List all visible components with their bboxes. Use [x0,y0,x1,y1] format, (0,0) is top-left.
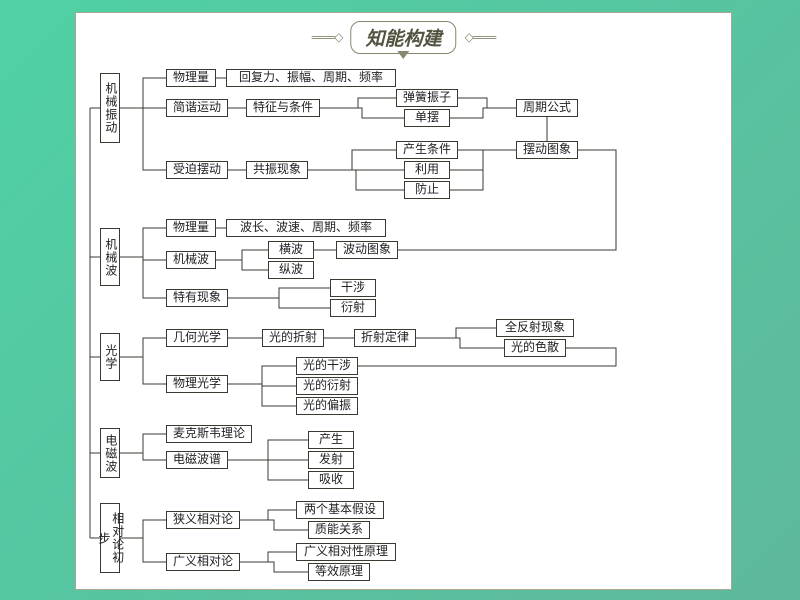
node-n16: 机械波 [166,251,216,269]
title-banner: ═══◇ 知能构建 ◇═══ [312,21,495,54]
node-n9: 共振现象 [246,161,308,179]
node-r3: 光学 [100,333,120,381]
node-r4: 电磁波 [100,428,120,478]
node-n13: 摆动图象 [516,141,578,159]
node-n33: 电磁波谱 [166,451,228,469]
node-n30: 光的衍射 [296,377,358,395]
node-n40: 广义相对论 [166,553,240,571]
node-n20: 特有现象 [166,289,228,307]
title-arrow [397,51,409,59]
node-n34: 产生 [308,431,354,449]
node-n10: 产生条件 [396,141,458,159]
node-r5: 相对论初步 [100,503,120,573]
node-n15: 波长、波速、周期、频率 [226,219,386,237]
node-n38: 两个基本假设 [296,501,384,519]
node-n2: 回复力、振幅、周期、频率 [226,69,396,87]
node-n6: 单摆 [404,109,450,127]
node-n19: 波动图象 [336,241,398,259]
node-n27: 光的色散 [504,339,566,357]
node-n24: 光的折射 [262,329,324,347]
node-n39: 质能关系 [308,521,370,539]
node-n31: 光的偏振 [296,397,358,415]
node-n23: 几何光学 [166,329,228,347]
node-r2: 机械波 [100,228,120,286]
node-n22: 衍射 [330,299,376,317]
node-n29: 光的干涉 [296,357,358,375]
node-n1: 物理量 [166,69,216,87]
decor-right: ◇═══ [465,30,496,45]
concept-map-frame: ═══◇ 知能构建 ◇═══ 机械振动机械波光学电磁波相对论初步物理量回复力、振… [75,12,732,590]
node-n17: 横波 [268,241,314,259]
node-n37: 狭义相对论 [166,511,240,529]
node-n35: 发射 [308,451,354,469]
node-n41: 广义相对性原理 [296,543,396,561]
node-n36: 吸收 [308,471,354,489]
node-n8: 受迫摆动 [166,161,228,179]
page-title: 知能构建 [350,21,456,54]
node-n21: 干涉 [330,279,376,297]
node-n4: 特征与条件 [246,99,320,117]
node-n12: 防止 [404,181,450,199]
decor-left: ═══◇ [312,30,343,45]
node-n7: 周期公式 [516,99,578,117]
node-n28: 物理光学 [166,375,228,393]
node-n18: 纵波 [268,261,314,279]
node-n26: 全反射现象 [496,319,574,337]
node-n5: 弹簧振子 [396,89,458,107]
node-r1: 机械振动 [100,73,120,143]
node-n3: 简谐运动 [166,99,228,117]
node-n42: 等效原理 [308,563,370,581]
node-n25: 折射定律 [354,329,416,347]
node-n14: 物理量 [166,219,216,237]
node-n11: 利用 [404,161,450,179]
node-n32: 麦克斯韦理论 [166,425,252,443]
